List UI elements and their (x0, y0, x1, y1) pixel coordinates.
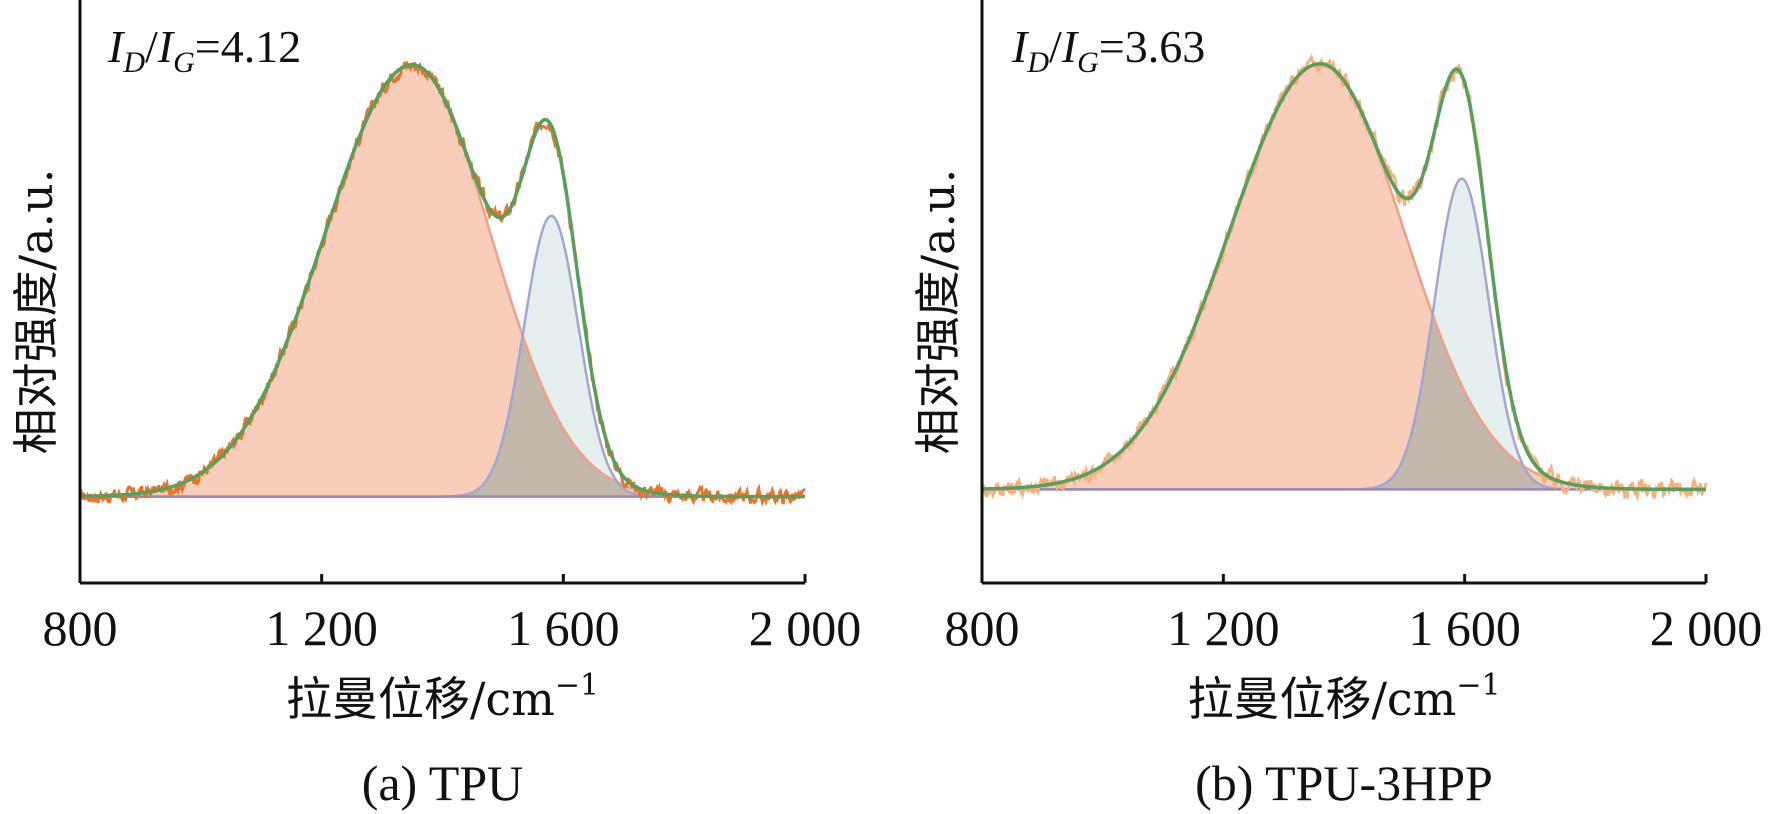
intensity-ratio: ID/IG=3.63 (1011, 21, 1205, 79)
panel-b: 800 1 200 1 600 2 000 拉曼位移/cm−1 相对强度/a.u. ID/I… (911, 0, 1762, 811)
x-axis-title: 拉曼位移/cm−1 (286, 668, 599, 726)
x-tick-label: 800 (43, 600, 118, 656)
panel-caption: (a) TPU (362, 755, 524, 811)
x-tick-label: 2 000 (749, 600, 862, 656)
y-axis-title: 相对强度/a.u. (9, 169, 63, 455)
panel-caption: (b) TPU-3HPP (1195, 755, 1493, 811)
fitted-curve (80, 63, 805, 499)
d-band-area (80, 64, 805, 497)
x-tick-label: 1 600 (507, 600, 620, 656)
x-tick-label: 800 (945, 600, 1020, 656)
x-axis-title: 拉曼位移/cm−1 (1187, 668, 1500, 726)
y-axis-title: 相对强度/a.u. (911, 169, 965, 455)
x-tick-label: 1 200 (1167, 600, 1280, 656)
fitted-curve (982, 62, 1706, 492)
intensity-ratio: ID/IG=4.12 (107, 21, 301, 79)
x-tick-label: 1 600 (1408, 600, 1521, 656)
panel-a: 800 1 200 1 600 2 000 拉曼位移/cm−1 相对强度/a.u. ID/I… (9, 0, 861, 811)
x-tick-label: 2 000 (1650, 600, 1763, 656)
d-band-area (982, 63, 1706, 490)
x-tick-label: 1 200 (265, 600, 378, 656)
